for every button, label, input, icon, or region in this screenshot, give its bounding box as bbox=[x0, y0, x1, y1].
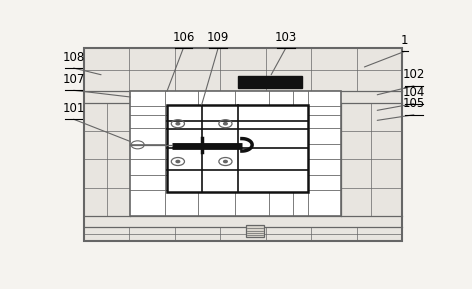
Text: 102: 102 bbox=[403, 68, 425, 81]
Text: 106: 106 bbox=[172, 31, 194, 44]
Bar bbox=[84, 48, 402, 240]
Bar bbox=[167, 105, 308, 192]
Circle shape bbox=[176, 123, 180, 125]
Bar bbox=[130, 91, 341, 216]
Text: 103: 103 bbox=[275, 31, 297, 44]
Circle shape bbox=[224, 160, 228, 163]
Text: 107: 107 bbox=[62, 73, 85, 86]
Text: 101: 101 bbox=[62, 102, 85, 115]
Text: 104: 104 bbox=[403, 86, 425, 99]
Text: 108: 108 bbox=[62, 51, 85, 64]
Text: 105: 105 bbox=[403, 97, 425, 110]
Text: 1: 1 bbox=[401, 34, 408, 47]
Circle shape bbox=[224, 123, 228, 125]
Text: 109: 109 bbox=[207, 31, 229, 44]
Bar bbox=[238, 76, 302, 88]
Circle shape bbox=[176, 160, 180, 163]
Bar bbox=[245, 225, 264, 237]
